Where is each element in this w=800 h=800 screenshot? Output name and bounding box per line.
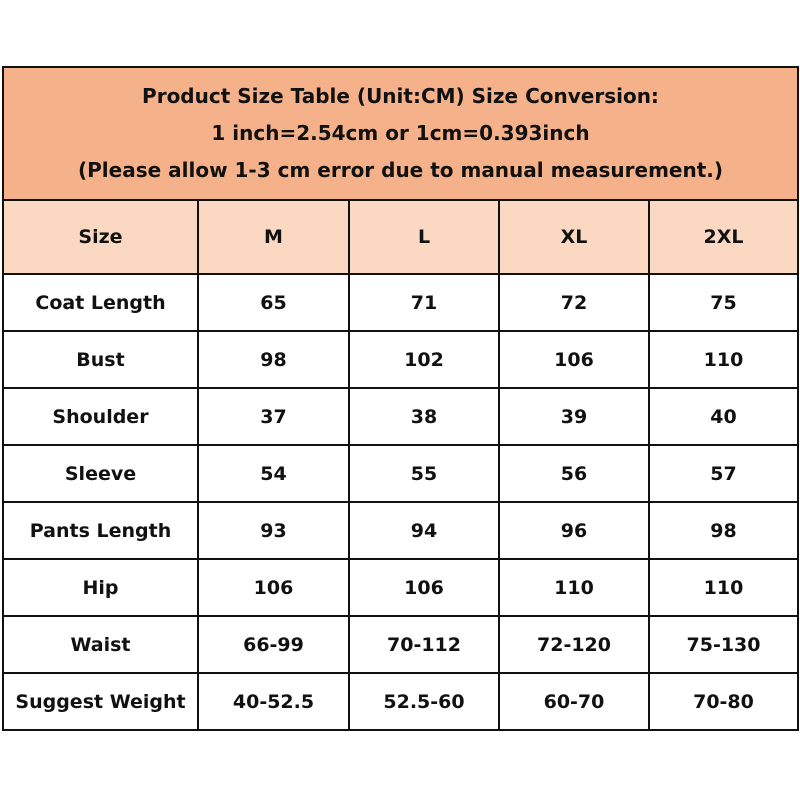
table-cell: 55 <box>348 444 500 503</box>
table-cell: 102 <box>348 330 500 389</box>
table-cell: 75-130 <box>648 615 799 674</box>
size-table-wrap: Product Size Table (Unit:CM) Size Conver… <box>2 66 799 731</box>
table-cell: 52.5-60 <box>348 672 500 731</box>
size-table: Product Size Table (Unit:CM) Size Conver… <box>2 66 799 731</box>
table-cell: 96 <box>498 501 650 560</box>
table-row: Waist 66-99 70-112 72-120 75-130 <box>2 615 799 674</box>
row-label: Hip <box>2 558 199 617</box>
title-line: (Please allow 1-3 cm error due to manual… <box>77 158 724 182</box>
row-label: Coat Length <box>2 273 199 332</box>
table-cell: 60-70 <box>498 672 650 731</box>
table-cell: 72-120 <box>498 615 650 674</box>
table-cell: 70-80 <box>648 672 799 731</box>
table-row: Sleeve 54 55 56 57 <box>2 444 799 503</box>
table-row: Hip 106 106 110 110 <box>2 558 799 617</box>
header-cell: M <box>197 199 350 275</box>
table-cell: 98 <box>648 501 799 560</box>
table-cell: 93 <box>197 501 350 560</box>
title-cell: Product Size Table (Unit:CM) Size Conver… <box>2 66 799 201</box>
table-body: Product Size Table (Unit:CM) Size Conver… <box>2 66 799 731</box>
table-cell: 98 <box>197 330 350 389</box>
table-cell: 37 <box>197 387 350 446</box>
header-row: Size M L XL 2XL <box>2 199 799 275</box>
table-row: Coat Length 65 71 72 75 <box>2 273 799 332</box>
title-line: Product Size Table (Unit:CM) Size Conver… <box>142 84 659 108</box>
header-cell: L <box>348 199 500 275</box>
table-cell: 57 <box>648 444 799 503</box>
table-cell: 54 <box>197 444 350 503</box>
title-row: Product Size Table (Unit:CM) Size Conver… <box>2 66 799 201</box>
row-label: Waist <box>2 615 199 674</box>
row-label: Shoulder <box>2 387 199 446</box>
table-cell: 94 <box>348 501 500 560</box>
row-label: Pants Length <box>2 501 199 560</box>
row-label: Bust <box>2 330 199 389</box>
header-cell: XL <box>498 199 650 275</box>
row-label: Suggest Weight <box>2 672 199 731</box>
table-cell: 71 <box>348 273 500 332</box>
table-cell: 75 <box>648 273 799 332</box>
table-cell: 106 <box>197 558 350 617</box>
table-cell: 66-99 <box>197 615 350 674</box>
table-cell: 106 <box>498 330 650 389</box>
table-cell: 110 <box>648 558 799 617</box>
table-row: Suggest Weight 40-52.5 52.5-60 60-70 70-80 <box>2 672 799 731</box>
table-cell: 40-52.5 <box>197 672 350 731</box>
table-cell: 70-112 <box>348 615 500 674</box>
table-cell: 56 <box>498 444 650 503</box>
header-cell: Size <box>2 199 199 275</box>
table-row: Bust 98 102 106 110 <box>2 330 799 389</box>
table-cell: 65 <box>197 273 350 332</box>
table-cell: 106 <box>348 558 500 617</box>
table-cell: 38 <box>348 387 500 446</box>
table-cell: 110 <box>648 330 799 389</box>
table-cell: 110 <box>498 558 650 617</box>
header-cell: 2XL <box>648 199 799 275</box>
table-cell: 72 <box>498 273 650 332</box>
title-line: 1 inch=2.54cm or 1cm=0.393inch <box>211 121 590 145</box>
table-cell: 39 <box>498 387 650 446</box>
table-row: Shoulder 37 38 39 40 <box>2 387 799 446</box>
table-row: Pants Length 93 94 96 98 <box>2 501 799 560</box>
row-label: Sleeve <box>2 444 199 503</box>
table-cell: 40 <box>648 387 799 446</box>
